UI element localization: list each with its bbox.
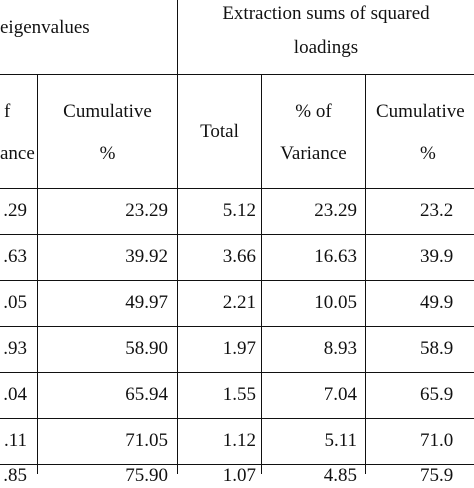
col-cumulative-right-line2: %: [420, 143, 436, 164]
rule-row-2: [0, 280, 474, 281]
extraction-heading-line2: loadings: [293, 37, 359, 58]
cell-cumulative: 39.92: [125, 246, 168, 267]
rule-col-3: [261, 74, 262, 474]
cell-pct-variance: 5.11: [324, 430, 357, 451]
rule-col-2: [177, 0, 178, 474]
cell-total: 3.66: [222, 246, 256, 267]
cell-cumulative: 23.29: [125, 200, 168, 221]
cell-cumulative-right: 49.9: [420, 292, 454, 313]
cell-pct-variance: 16.63: [314, 246, 357, 267]
cell-pct-variance: 8.93: [323, 338, 357, 359]
cell-cumulative-right: 65.9: [420, 384, 454, 405]
cell-cumulative: 65.94: [125, 384, 168, 405]
col-total: Total: [200, 121, 239, 142]
rule-row-5: [0, 418, 474, 419]
cell-pct-variance: 4.85: [323, 465, 357, 486]
cell-variance-left: .05: [3, 292, 27, 313]
rule-col-4: [365, 74, 366, 474]
rule-row-3: [0, 326, 474, 327]
cell-cumulative-right: 75.9: [420, 465, 454, 486]
cell-cumulative: 75.90: [125, 465, 168, 486]
rule-header-mid: [0, 74, 474, 75]
extraction-heading-line1: Extraction sums of squared: [222, 3, 430, 24]
cell-variance-left: .63: [3, 246, 27, 267]
col-cumulative-right-line1: Cumulative: [376, 101, 465, 122]
cell-total: 5.12: [222, 200, 256, 221]
cell-cumulative-right: 58.9: [420, 338, 454, 359]
cell-variance-left: .11: [3, 430, 27, 451]
cell-variance-left: .29: [3, 200, 27, 221]
cell-cumulative-right: 39.9: [420, 246, 454, 267]
cell-variance-left: .85: [3, 465, 27, 486]
initial-eigenvalues-heading: eigenvalues: [0, 17, 90, 38]
col-cumulative-line1: Cumulative: [63, 101, 152, 122]
cell-total: 1.12: [222, 430, 256, 451]
cell-cumulative: 49.97: [125, 292, 168, 313]
col-pct-variance-line1: % of: [295, 101, 332, 122]
rule-header-bottom: [0, 188, 474, 189]
col-cumulative-line2: %: [99, 143, 116, 164]
rule-row-6: [0, 464, 474, 465]
cell-pct-variance: 7.04: [323, 384, 357, 405]
cell-total: 1.97: [222, 338, 256, 359]
rule-row-4: [0, 372, 474, 373]
rule-row-1: [0, 234, 474, 235]
cell-cumulative: 58.90: [125, 338, 168, 359]
col-variance-left-line2: ance: [0, 143, 35, 164]
cell-total: 1.07: [222, 465, 256, 486]
cell-cumulative-right: 71.0: [420, 430, 454, 451]
rule-col-1: [37, 74, 38, 474]
col-pct-variance-line2: Variance: [280, 143, 347, 164]
cell-pct-variance: 23.29: [314, 200, 357, 221]
cell-variance-left: .04: [3, 384, 27, 405]
cell-total: 2.21: [222, 292, 256, 313]
cell-pct-variance: 10.05: [314, 292, 357, 313]
col-variance-left-line1: f: [4, 101, 11, 122]
cell-variance-left: .93: [3, 338, 27, 359]
cell-cumulative-right: 23.2: [420, 200, 454, 221]
cell-total: 1.55: [222, 384, 256, 405]
cell-cumulative: 71.05: [125, 430, 168, 451]
